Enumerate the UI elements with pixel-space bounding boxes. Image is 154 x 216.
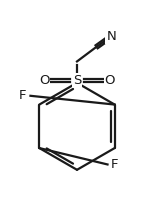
Text: F: F (111, 158, 118, 171)
Text: N: N (106, 30, 116, 43)
Text: F: F (18, 89, 26, 102)
Text: O: O (39, 74, 49, 87)
Text: S: S (73, 74, 81, 87)
Text: O: O (105, 74, 115, 87)
